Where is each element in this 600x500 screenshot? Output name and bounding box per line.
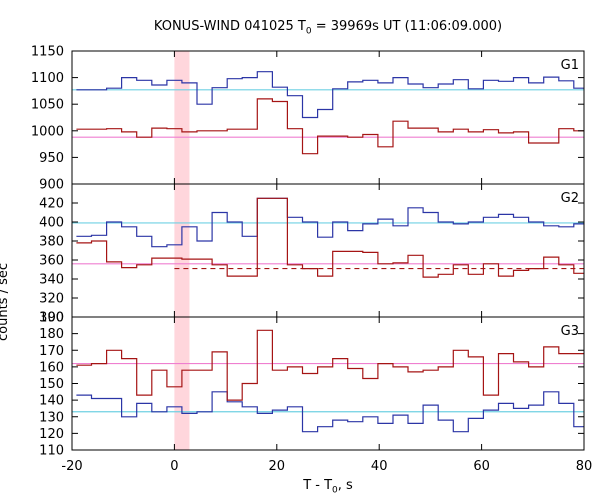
panel-g1-ytick-label: 1050 bbox=[31, 98, 64, 113]
xtick-label: 0 bbox=[170, 459, 178, 474]
panel-g2-ytick-label: 360 bbox=[39, 254, 64, 269]
panel-g2-ytick-label: 300 bbox=[39, 311, 64, 326]
xtick-label: -20 bbox=[61, 459, 82, 474]
panel-g3-ytick-label: 150 bbox=[39, 377, 64, 392]
panel-g3-ytick-label: 180 bbox=[39, 327, 64, 342]
panel-g2-blue-lightcurve bbox=[76, 197, 584, 248]
panel-g2-ytick-label: 340 bbox=[39, 273, 64, 288]
panel-g2-ytick-label: 400 bbox=[39, 216, 64, 231]
burst-interval-shade bbox=[174, 51, 190, 450]
panel-g3-ytick-label: 190 bbox=[39, 311, 64, 326]
panel-g2-red-lightcurve bbox=[76, 197, 584, 278]
xtick-label: 20 bbox=[269, 459, 286, 474]
xtick-label: 80 bbox=[576, 459, 593, 474]
panel-g3-ytick-label: 160 bbox=[39, 360, 64, 375]
panel-g2-ytick-label: 420 bbox=[39, 197, 64, 212]
panel-g2-ytick-label: 380 bbox=[39, 235, 64, 250]
panel-g1-ytick-label: 1100 bbox=[31, 71, 64, 86]
panel-g1-label: G1 bbox=[561, 58, 579, 73]
panel-g3-blue-lightcurve bbox=[76, 391, 584, 433]
panel-g3-ytick-label: 140 bbox=[39, 394, 64, 409]
panel-g3-red-lightcurve bbox=[76, 329, 584, 401]
x-axis-label: T - T0, s bbox=[303, 478, 353, 496]
panel-g3-ytick-label: 110 bbox=[39, 444, 64, 459]
panel-g2-label: G2 bbox=[561, 191, 579, 206]
chart-title: KONUS-WIND 041025 T0 = 39969s UT (11:06:… bbox=[153, 19, 503, 37]
panel-g1-ytick-label: 950 bbox=[39, 151, 64, 166]
panel-g1-ytick-label: 1000 bbox=[31, 124, 64, 139]
xtick-label: 60 bbox=[473, 459, 490, 474]
panel-g2-frame bbox=[71, 183, 585, 318]
xtick-label: 40 bbox=[371, 459, 388, 474]
panel-g3-ytick-label: 130 bbox=[39, 410, 64, 425]
panel-g1-ytick-label: 900 bbox=[39, 178, 64, 193]
panel-g3-ytick-label: 170 bbox=[39, 344, 64, 359]
panel-g3-frame bbox=[71, 316, 585, 451]
panel-g3-label: G3 bbox=[561, 324, 579, 339]
panel-g2-ytick-label: 320 bbox=[39, 292, 64, 307]
panel-g3-ytick-label: 120 bbox=[39, 427, 64, 442]
panel-g1-frame bbox=[71, 50, 585, 185]
panel-g1-ytick-label: 1150 bbox=[31, 45, 64, 60]
panel-g1-red-lightcurve bbox=[76, 98, 584, 155]
panel-g1-blue-lightcurve bbox=[76, 71, 584, 119]
